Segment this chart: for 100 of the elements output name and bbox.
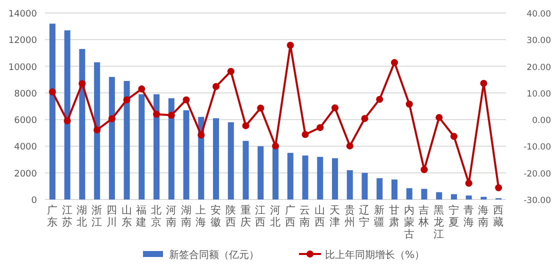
bar [94,62,100,200]
bar [49,24,56,200]
point [346,142,354,150]
point [376,96,384,103]
point [286,42,294,49]
point [48,88,56,96]
x-tick-label: 云南 [300,204,311,228]
bar [346,170,353,200]
point [182,96,190,104]
y2-tick-label: 0.00 [532,116,551,126]
bar [287,152,294,200]
bar [480,196,487,200]
y2-tick-label: 20.00 [526,62,551,73]
bar [138,94,145,200]
x-tick-label: 青海 [463,204,474,228]
x-tick-label: 湖南 [180,204,192,228]
x-tick-label: 甘肃 [388,204,400,228]
y-tick-label: 10000 [8,62,38,73]
x-tick-label: 新疆 [374,204,386,228]
x-tick-label: 宁夏 [448,204,460,228]
y2-tick-label: -20.00 [524,169,551,180]
point [138,85,146,92]
bar [332,158,338,200]
x-tick-label: 海南 [478,204,490,228]
bar [376,178,383,200]
point [465,180,472,187]
x-tick-label: 内蒙古 [404,204,415,240]
point [495,184,502,192]
point [406,100,413,108]
x-tick-label: 重庆 [240,204,252,228]
y-tick-label: 12000 [8,36,38,46]
x-tick-label: 广西 [284,204,296,228]
bar [436,192,442,200]
y-tick-label: 14000 [8,10,38,20]
point [108,115,116,122]
point [78,80,86,88]
point [420,166,428,174]
point [302,130,309,138]
bar [228,122,234,200]
y-tick-label: 6000 [14,116,38,126]
bar [302,156,308,200]
point [168,112,175,119]
bar [124,80,130,200]
y-tick-label: 0 [31,196,38,206]
y2-tick-label: 40.00 [526,10,551,20]
point [257,104,264,112]
point [198,132,205,139]
x-tick-label: 江苏 [62,204,73,228]
point [123,96,130,104]
point [436,114,443,121]
point [94,126,101,134]
x-tick-label: 天津 [329,204,340,228]
y2-tick-label: 10.00 [526,89,551,100]
x-tick-label: 北京 [151,204,162,228]
y-tick-label: 8000 [14,89,38,100]
bar [258,146,264,200]
y2-tick-label: -30.00 [524,196,551,206]
bar [406,188,412,200]
x-tick-label: 辽宁 [359,204,370,228]
x-tick-label: 浙江 [92,204,103,228]
point [212,83,220,90]
x-tick-label: 河南 [166,204,177,228]
x-tick-label: 吉林 [418,204,430,228]
point [227,68,234,75]
point [64,117,71,124]
bar [421,188,428,200]
point [316,124,324,132]
bar [168,98,174,200]
x-tick-label: 山东 [121,204,132,228]
bar [183,110,190,200]
bar [272,148,278,200]
x-tick-label: 安徽 [210,204,222,228]
bar [242,140,249,200]
point [242,122,250,130]
x-tick-label: 四川 [106,204,118,228]
bar [362,172,368,200]
bar [317,156,324,200]
bar [108,76,115,200]
x-tick-label: 广东 [46,204,58,228]
x-tick-label: 上海 [196,204,207,228]
bar [154,94,160,200]
y2-tick-label: 30.00 [526,36,551,46]
x-tick-label: 江西 [255,204,266,228]
x-tick-label: 陕西 [225,204,236,228]
bar [213,118,220,200]
bar [466,196,472,200]
x-tick-label: 福建 [135,204,148,228]
point [390,59,398,66]
bar [391,180,398,200]
point [450,132,458,140]
point [272,142,279,150]
point [480,80,488,87]
y2-tick-label: -10.00 [524,142,551,153]
x-tick-label: 西藏 [493,204,504,228]
legend-label: 比上年同期增长（%） [325,249,425,261]
point [331,104,338,112]
x-tick-label: 山西 [314,204,326,228]
bar [64,30,70,200]
legend-label: 新签合同额（亿元） [169,249,259,261]
bar [79,48,86,200]
